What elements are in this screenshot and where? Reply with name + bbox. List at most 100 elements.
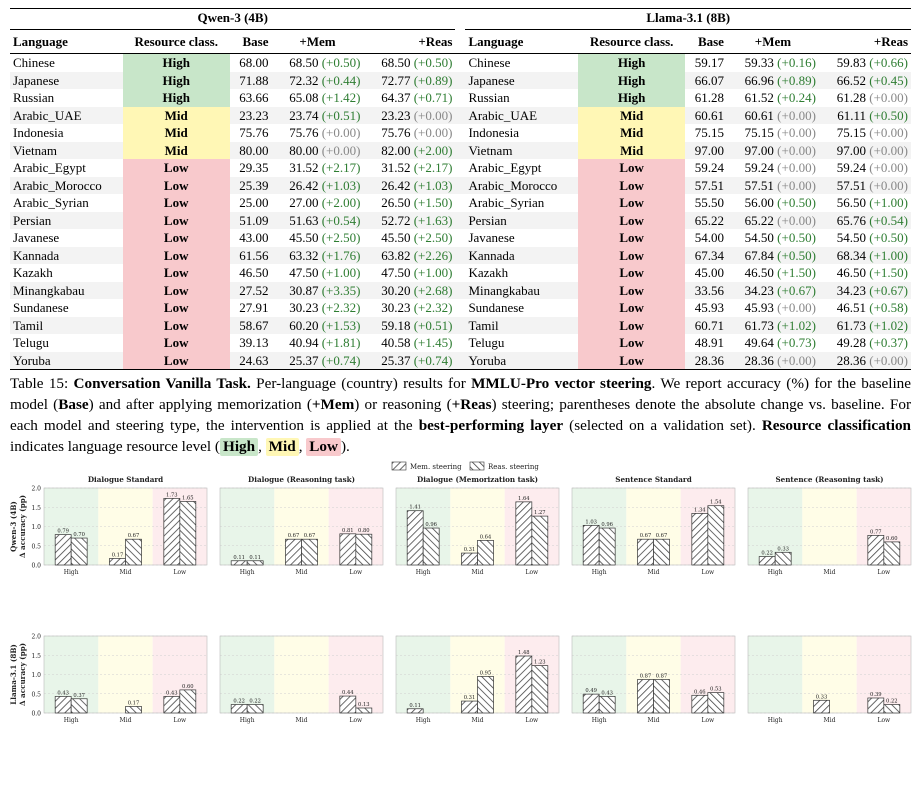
llama-mem-cell: 46.50 (+1.50) [727, 264, 819, 282]
bar-value-label-reas: 0.67 [656, 533, 668, 539]
table-row: Kannada Low 61.56 63.32 (+1.76) 63.82 (+2.26… [10, 246, 911, 264]
llama-reas-cell-value: 61.73 [836, 317, 866, 333]
llama-base-cell: 59.24 [694, 160, 724, 175]
bar-value-label-reas: 0.67 [304, 533, 316, 539]
llama-mem-cell: 67.84 (+0.50) [726, 246, 819, 264]
x-tick-label: Low [349, 717, 363, 724]
qwen-reas-cell: 30.20 (+2.68) [363, 281, 456, 299]
bar-value-label-mem: 1.48 [518, 650, 530, 656]
table-row: Sundanese Low 27.91 30.23 (+2.32) 30.23 (+2.… [10, 299, 911, 317]
bar-reas [301, 538, 318, 566]
qwen-mem-cell-change: (+2.50) [321, 230, 361, 245]
llama-reas-cell: 57.51 (+0.00) [818, 176, 911, 194]
y-tick-label: 0.0 [31, 563, 41, 570]
llama-mem-cell: 59.33 (+0.16) [727, 54, 819, 72]
qwen-mem-cell-value: 26.42 [289, 177, 319, 193]
qwen-mem-cell-value: 30.23 [289, 300, 319, 315]
bar-reas [883, 541, 901, 566]
bar-mem [406, 708, 424, 714]
language-cell: Sundanese [13, 300, 69, 315]
llama-reas-cell-value: 46.51 [836, 300, 866, 315]
bar-reas [422, 527, 440, 566]
bar-value-label-reas: 1.65 [182, 495, 194, 501]
llama-base-cell: 60.71 [684, 316, 727, 334]
bar-reas [598, 527, 616, 566]
col-base: Base [229, 29, 272, 54]
table-row: Yoruba Low 24.63 25.37 (+0.74) 25.37 (+0.74)… [10, 351, 911, 370]
qwen-reas-cell-value: 63.82 [381, 247, 411, 263]
llama-mem-cell-value: 67.84 [744, 247, 774, 263]
resource-class-cell: Low [578, 176, 685, 194]
x-tick-label: High [240, 717, 255, 724]
table-row: Tamil Low 58.67 60.20 (+1.53) 59.18 (+0.51) T… [10, 316, 911, 334]
col-language: Language [465, 29, 579, 54]
llama-mem-cell-value: 54.50 [744, 230, 774, 245]
table-row: Indonesia Mid 75.76 75.76 (+0.00) 75.76 (+0.… [10, 124, 911, 142]
qwen-mem-cell-value: 75.76 [289, 125, 319, 140]
x-tick-label: Low [701, 717, 715, 724]
x-tick-label: High [768, 569, 783, 576]
qwen-reas-cell-value: 45.50 [381, 230, 411, 245]
bar-mem [339, 695, 357, 714]
language-cell: Arabic_Egypt [468, 160, 542, 175]
steering-bar-figure: Mem. steering Reas. steering Qwen-3 (4B) Δ … [8, 458, 918, 778]
bar-value-label-mem: 0.44 [342, 690, 354, 696]
llama-base-cell: 59.17 [694, 55, 724, 70]
legend-swatch-mem [391, 461, 407, 471]
qwen-reas-cell: 68.50 (+0.50) [363, 54, 455, 72]
qwen-reas-cell: 75.76 (+0.00) [363, 124, 455, 142]
qwen-reas-cell: 64.37 (+0.71) [363, 89, 455, 107]
llama-mem-cell-change: (+0.00) [777, 107, 816, 123]
qwen-reas-cell-value: 68.50 [381, 55, 411, 70]
qwen-reas-cell-change: (+2.68) [413, 282, 453, 298]
resource-class-cell: Low [578, 351, 685, 370]
qwen-mem-cell-change: (+1.76) [321, 247, 361, 263]
llama-base-cell: 28.36 [684, 351, 727, 370]
qwen-reas-cell: 47.50 (+1.00) [363, 264, 455, 282]
row-label-line: Qwen-3 (4B) [9, 501, 18, 552]
bar-value-label-reas: 0.37 [73, 693, 85, 699]
panel-frame [747, 487, 912, 566]
bar-mem [813, 699, 830, 714]
legend-label-mem: Mem. steering [410, 463, 462, 471]
llama-reas-cell-value: 49.28 [836, 335, 866, 350]
qwen-reas-cell-change: (+1.63) [413, 212, 453, 228]
bar-reas [125, 538, 142, 566]
qwen-mem-cell-change: (+2.32) [321, 300, 361, 315]
table-row: Arabic_Syrian Low 25.00 27.00 (+2.00) 26.50 … [10, 194, 911, 212]
llama-base-cell: 48.91 [694, 335, 724, 350]
qwen-mem-cell-value: 45.50 [289, 230, 319, 245]
bar-value-label-reas: 1.54 [710, 500, 722, 506]
bar-reas [707, 692, 725, 714]
llama-reas-cell-value: 59.83 [836, 55, 866, 70]
x-tick-label: Mid [120, 717, 132, 724]
llama-mem-cell-value: 66.96 [744, 72, 774, 88]
resource-class-cell: Low [122, 246, 230, 264]
bar-value-label-reas: 0.95 [480, 670, 492, 676]
llama-reas-cell: 66.52 (+0.45) [818, 71, 911, 89]
qwen-reas-cell: 45.50 (+2.50) [363, 229, 455, 247]
bar-mem [230, 560, 248, 566]
table-row: Arabic_Morocco Low 25.39 26.42 (+1.03) 26.42… [10, 176, 911, 194]
col-base: Base [684, 29, 727, 54]
x-tick-label: Low [525, 569, 539, 576]
llama-mem-cell: 57.51 (+0.00) [726, 176, 819, 194]
table-row: Persian Low 51.09 51.63 (+0.54) 52.72 (+1.63… [10, 211, 911, 229]
resource-class-cell: Low [578, 316, 685, 334]
bar-mem [285, 538, 302, 566]
llama-mem-cell-value: 57.51 [744, 177, 774, 193]
qwen-mem-cell: 80.00 (+0.00) [271, 141, 364, 159]
qwen-reas-cell: 52.72 (+1.63) [363, 211, 456, 229]
llama-mem-cell-value: 60.61 [744, 107, 774, 123]
caption-text: ). [340, 438, 350, 455]
language-cell: Kazakh [13, 265, 53, 280]
bar-value-label-reas: 0.22 [886, 699, 898, 705]
resource-class-cell: Low [122, 176, 230, 194]
llama-reas-cell-value: 28.36 [836, 352, 866, 368]
bar-value-label-mem: 0.31 [464, 547, 476, 553]
resource-class-cell: Low [578, 159, 685, 177]
bar-value-label-reas: 0.96 [425, 522, 437, 528]
language-cell: Telugu [13, 335, 49, 350]
language-cell: Kazakh [468, 265, 509, 280]
llama-base-cell: 57.51 [684, 176, 727, 194]
